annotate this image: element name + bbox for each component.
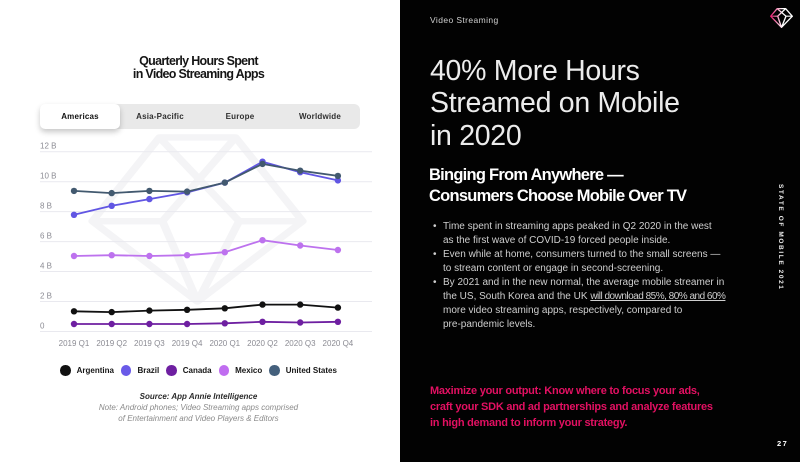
- svg-text:2 B: 2 B: [40, 291, 52, 300]
- svg-text:2019 Q3: 2019 Q3: [134, 339, 165, 348]
- svg-text:2019 Q1: 2019 Q1: [59, 339, 90, 348]
- svg-text:8 B: 8 B: [40, 201, 52, 210]
- svg-text:2020 Q3: 2020 Q3: [285, 339, 316, 348]
- svg-text:2020 Q2: 2020 Q2: [247, 339, 278, 348]
- svg-text:6 B: 6 B: [40, 231, 52, 240]
- svg-text:4 B: 4 B: [40, 261, 52, 270]
- svg-text:2019 Q2: 2019 Q2: [96, 339, 127, 348]
- svg-text:2020 Q4: 2020 Q4: [323, 339, 354, 348]
- svg-text:2020 Q1: 2020 Q1: [209, 339, 240, 348]
- svg-text:0: 0: [40, 321, 45, 330]
- svg-text:2019 Q4: 2019 Q4: [172, 339, 203, 348]
- svg-text:12 B: 12 B: [40, 142, 56, 151]
- svg-text:10 B: 10 B: [40, 172, 56, 181]
